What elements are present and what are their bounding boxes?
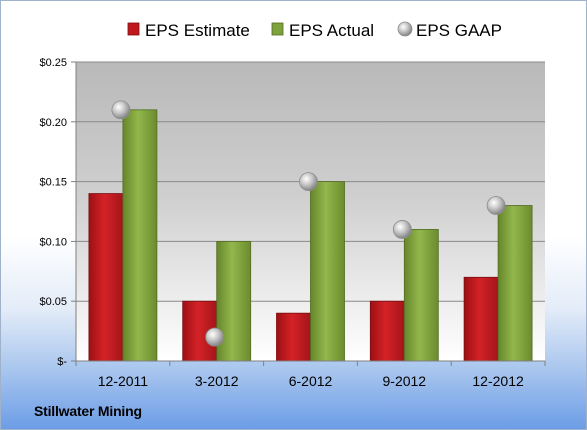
legend: EPS Estimate EPS Actual EPS GAAP	[127, 21, 502, 40]
eps-gaap-marker	[299, 172, 318, 192]
x-axis: 12-2011 3-2012 6-2012 9-2012 12-2012	[75, 360, 546, 389]
eps-estimate-bar	[88, 193, 124, 362]
y-tick-label: $-	[57, 356, 67, 368]
y-axis: $0.25 $0.20 $0.15 $0.10 $0.05 $-	[39, 57, 77, 368]
x-tick-label: 12-2012	[472, 373, 524, 389]
eps-actual-bar	[497, 205, 533, 362]
x-tick-label: 6-2012	[289, 373, 333, 389]
eps-estimate-bar	[276, 312, 311, 362]
eps-actual-bar	[310, 181, 345, 362]
eps-gaap-marker	[392, 220, 412, 239]
eps-estimate-bar	[463, 276, 499, 362]
y-tick-label: $0.15	[39, 177, 67, 189]
eps-actual-bar	[122, 109, 158, 362]
y-tick-label: $0.20	[39, 117, 67, 129]
x-tick-label: 12-2011	[98, 373, 149, 389]
eps-actual-bar	[403, 229, 439, 362]
legend-swatch-eps-estimate	[127, 22, 140, 36]
legend-label-eps-actual: EPS Actual	[289, 21, 374, 40]
y-tick-label: $0.10	[39, 236, 67, 248]
y-tick-label: $0.25	[39, 57, 67, 69]
x-tick-label: 9-2012	[383, 373, 427, 389]
eps-gaap-marker	[486, 196, 506, 215]
legend-label-eps-estimate: EPS Estimate	[145, 21, 250, 40]
legend-swatch-eps-gaap	[397, 21, 413, 37]
x-tick-label: 3-2012	[195, 373, 239, 389]
eps-estimate-bar	[369, 300, 405, 362]
gaap-markers	[111, 100, 506, 347]
legend-label-eps-gaap: EPS GAAP	[416, 21, 502, 40]
bars	[88, 109, 533, 362]
company-name: Stillwater Mining	[34, 403, 142, 419]
legend-swatch-eps-actual	[271, 22, 284, 36]
eps-gaap-marker	[205, 327, 225, 347]
eps-gaap-marker	[111, 100, 131, 120]
y-tick-label: $0.05	[39, 296, 67, 308]
